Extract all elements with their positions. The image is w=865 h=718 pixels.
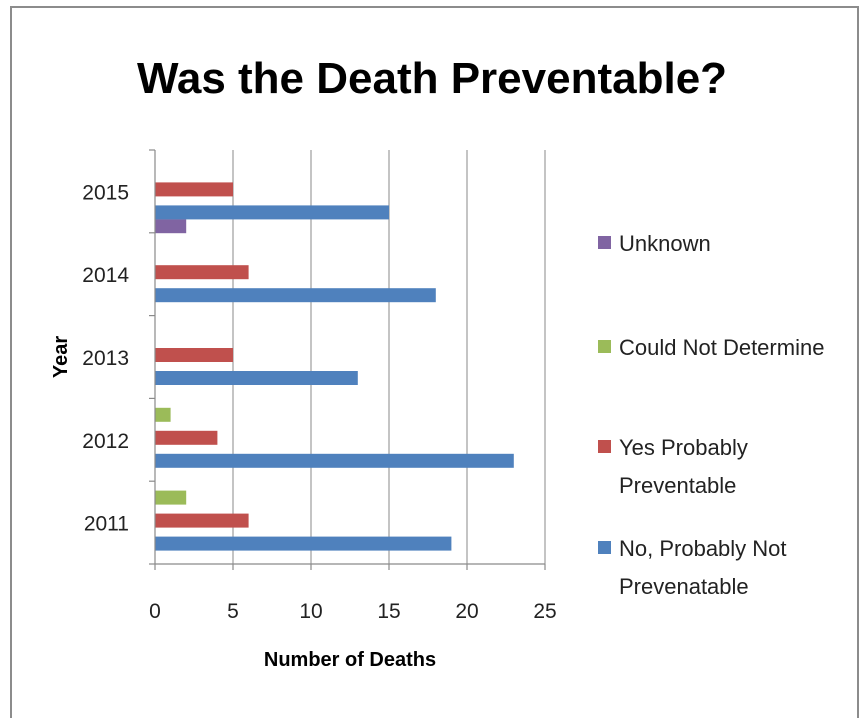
y-tick-label-2012: 2012 bbox=[82, 430, 129, 453]
chart-title: Was the Death Preventable? bbox=[137, 54, 727, 103]
legend-swatch bbox=[598, 340, 611, 353]
legend-item-could-not-determine: Could Not Determine bbox=[598, 335, 824, 360]
x-tick-label-20: 20 bbox=[455, 600, 478, 623]
legend-label: Could Not Determine bbox=[619, 335, 824, 360]
legend-label: Unknown bbox=[619, 231, 711, 256]
x-tick-label-10: 10 bbox=[299, 600, 322, 623]
bar-2014-yes-probably-preventable bbox=[155, 265, 249, 280]
y-axis-label: Year bbox=[50, 336, 72, 378]
y-tick-label-2013: 2013 bbox=[82, 347, 129, 370]
bar-2011-no-probably-not-prevenatable bbox=[155, 536, 452, 551]
bar-2015-yes-probably-preventable bbox=[155, 182, 233, 197]
legend: Unknown Could Not Determine Yes Probably Pr… bbox=[598, 231, 824, 599]
legend-label: Preventable bbox=[619, 473, 736, 498]
legend-label: Prevenatable bbox=[619, 574, 749, 599]
bar-2011-could-not-determine bbox=[155, 490, 187, 505]
bar-2012-no-probably-not-prevenatable bbox=[155, 453, 514, 468]
axes bbox=[149, 149, 546, 570]
y-tick-labels: 2011 2012 2013 2014 2015 bbox=[82, 181, 129, 535]
legend-swatch bbox=[598, 236, 611, 249]
bar-2013-yes-probably-preventable bbox=[155, 348, 233, 362]
x-tick-label-0: 0 bbox=[149, 600, 161, 623]
chart-frame bbox=[10, 6, 859, 718]
bars bbox=[155, 182, 514, 551]
x-tick-label-25: 25 bbox=[533, 600, 556, 623]
legend-swatch bbox=[598, 440, 611, 453]
bar-2013-no-probably-not-prevenatable bbox=[155, 371, 358, 385]
bar-2014-unknown bbox=[155, 219, 187, 234]
legend-label: No, Probably Not bbox=[619, 536, 787, 561]
x-tick-label-5: 5 bbox=[227, 600, 239, 623]
x-tick-labels: 0 5 10 15 20 25 bbox=[149, 600, 557, 623]
y-tick-label-2011: 2011 bbox=[84, 513, 129, 536]
bar-2011-yes-probably-preventable bbox=[155, 513, 249, 528]
bar-2012-yes-probably-preventable bbox=[155, 430, 218, 445]
y-tick-label-2015: 2015 bbox=[82, 181, 129, 204]
bar-2015-no-probably-not-prevenatable bbox=[155, 205, 389, 220]
legend-item-unknown: Unknown bbox=[598, 231, 711, 256]
x-tick-label-15: 15 bbox=[377, 600, 400, 623]
y-tick-label-2014: 2014 bbox=[82, 264, 129, 287]
x-axis-label: Number of Deaths bbox=[264, 649, 436, 671]
bar-2014-no-probably-not-prevenatable bbox=[155, 288, 436, 303]
legend-item-no-probably-not-prevenatable: No, Probably Not Prevenatable bbox=[598, 536, 787, 599]
legend-item-yes-probably-preventable: Yes Probably Preventable bbox=[598, 435, 748, 498]
legend-swatch bbox=[598, 541, 611, 554]
bar-2012-could-not-determine bbox=[155, 407, 171, 422]
legend-label: Yes Probably bbox=[619, 435, 748, 460]
